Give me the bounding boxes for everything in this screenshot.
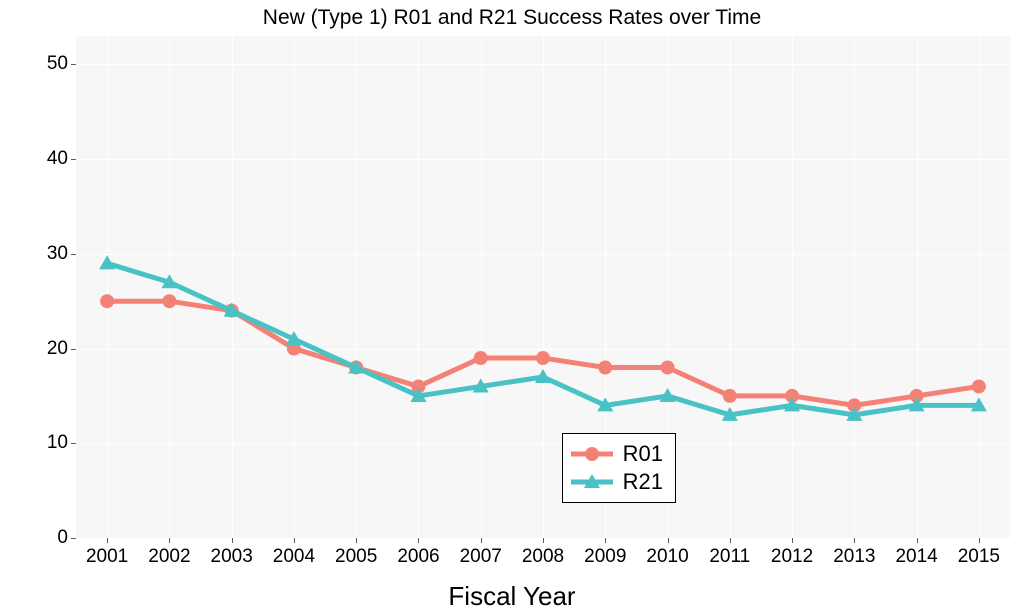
- x-tick-label: 2010: [646, 546, 688, 568]
- x-tick-mark: [481, 538, 482, 543]
- legend-label: R01: [623, 441, 663, 467]
- x-tick-mark: [605, 538, 606, 543]
- legend-item: R01: [571, 440, 663, 468]
- legend: R01R21: [562, 433, 676, 503]
- marker-circle: [536, 351, 550, 365]
- x-tick-mark: [294, 538, 295, 543]
- marker-circle: [972, 379, 986, 393]
- y-tick-mark: [71, 538, 76, 539]
- y-tick-label: 0: [57, 527, 68, 549]
- x-tick-mark: [169, 538, 170, 543]
- x-tick-label: 2011: [709, 546, 750, 568]
- x-tick-label: 2008: [522, 546, 564, 568]
- x-tick-mark: [979, 538, 980, 543]
- x-tick-label: 2001: [86, 546, 128, 568]
- marker-circle: [598, 361, 612, 375]
- x-tick-mark: [730, 538, 731, 543]
- plot-area: 0102030405020012002200320042005200620072…: [76, 36, 1010, 538]
- legend-label: R21: [623, 469, 663, 495]
- x-tick-label: 2012: [771, 546, 813, 568]
- x-tick-label: 2006: [397, 546, 439, 568]
- x-tick-label: 2014: [895, 546, 937, 568]
- marker-circle: [162, 294, 176, 308]
- series-layer: [76, 36, 1010, 538]
- legend-swatch: [571, 470, 613, 494]
- x-tick-mark: [418, 538, 419, 543]
- marker-triangle: [99, 255, 115, 269]
- marker-circle: [474, 351, 488, 365]
- marker-circle: [723, 389, 737, 403]
- x-tick-label: 2002: [148, 546, 190, 568]
- x-tick-mark: [107, 538, 108, 543]
- series-line-R21: [107, 263, 979, 415]
- x-tick-mark: [917, 538, 918, 543]
- x-tick-label: 2004: [273, 546, 315, 568]
- x-axis-label: Fiscal Year: [0, 581, 1024, 612]
- x-tick-label: 2009: [584, 546, 626, 568]
- x-tick-mark: [356, 538, 357, 543]
- marker-circle: [100, 294, 114, 308]
- y-tick-label: 50: [47, 53, 68, 75]
- x-tick-label: 2007: [460, 546, 502, 568]
- x-tick-mark: [854, 538, 855, 543]
- y-tick-label: 30: [47, 243, 68, 265]
- marker-circle: [661, 361, 675, 375]
- legend-marker-icon: [571, 442, 613, 466]
- x-tick-mark: [792, 538, 793, 543]
- x-tick-mark: [232, 538, 233, 543]
- y-tick-label: 20: [47, 338, 68, 360]
- x-tick-label: 2005: [335, 546, 377, 568]
- chart-container: New (Type 1) R01 and R21 Success Rates o…: [0, 0, 1024, 614]
- x-tick-label: 2003: [211, 546, 253, 568]
- x-tick-label: 2013: [833, 546, 875, 568]
- legend-swatch: [571, 442, 613, 466]
- y-tick-label: 40: [47, 148, 68, 170]
- y-tick-label: 10: [47, 432, 68, 454]
- legend-item: R21: [571, 468, 663, 496]
- x-tick-label: 2015: [958, 546, 1000, 568]
- x-tick-mark: [543, 538, 544, 543]
- x-tick-mark: [668, 538, 669, 543]
- legend-marker-icon: [571, 470, 613, 494]
